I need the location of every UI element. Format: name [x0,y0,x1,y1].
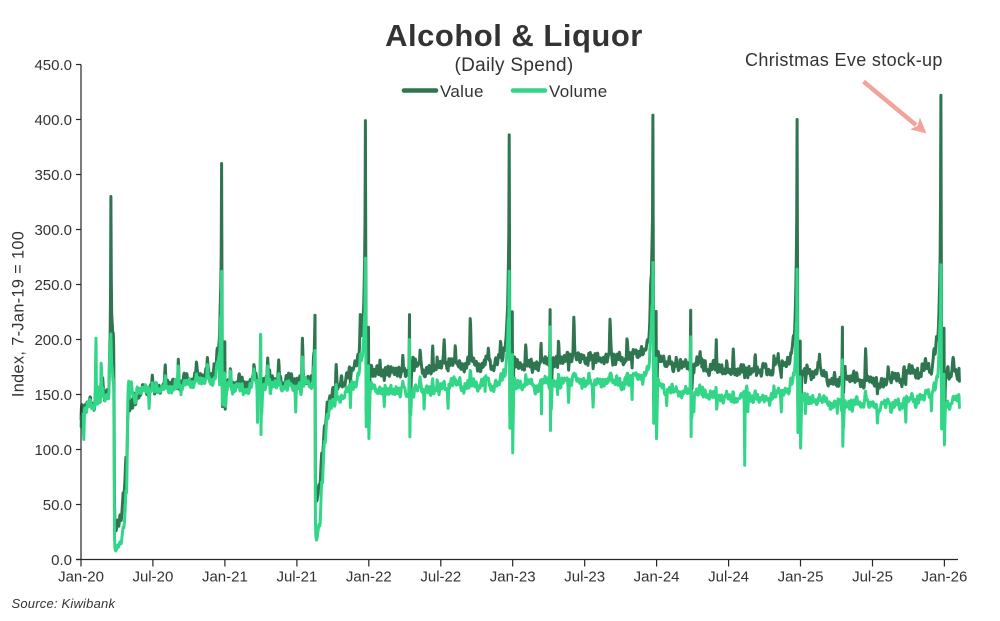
svg-text:Jan-25: Jan-25 [778,569,824,586]
svg-text:Source: Kiwibank: Source: Kiwibank [12,596,117,611]
svg-text:Jul-23: Jul-23 [564,569,605,586]
svg-text:50.0: 50.0 [43,497,72,514]
svg-text:Jul-25: Jul-25 [852,569,893,586]
svg-text:350.0: 350.0 [34,167,72,184]
svg-text:Index, 7-Jan-19 = 100: Index, 7-Jan-19 = 100 [9,231,27,397]
svg-text:Jul-22: Jul-22 [420,569,461,586]
svg-text:Jul-20: Jul-20 [132,569,173,586]
svg-text:Jan-24: Jan-24 [634,569,680,586]
svg-text:Jan-21: Jan-21 [202,569,248,586]
svg-text:Alcohol & Liquor: Alcohol & Liquor [385,18,643,53]
svg-text:300.0: 300.0 [34,222,72,239]
svg-text:Christmas Eve stock-up: Christmas Eve stock-up [745,50,943,70]
svg-text:Jan-20: Jan-20 [58,569,104,586]
svg-text:Value: Value [440,82,484,101]
svg-text:250.0: 250.0 [34,277,72,294]
svg-text:150.0: 150.0 [34,387,72,404]
svg-text:Jan-26: Jan-26 [921,569,967,586]
svg-text:(Daily Spend): (Daily Spend) [454,55,573,76]
svg-text:Jan-22: Jan-22 [346,569,392,586]
svg-text:100.0: 100.0 [34,442,72,459]
svg-text:0.0: 0.0 [51,552,72,569]
svg-text:Jul-24: Jul-24 [708,569,749,586]
svg-text:200.0: 200.0 [34,332,72,349]
svg-text:Jan-23: Jan-23 [490,569,536,586]
svg-text:Volume: Volume [549,82,608,101]
svg-text:Jul-21: Jul-21 [276,569,317,586]
svg-text:450.0: 450.0 [34,57,72,74]
svg-text:400.0: 400.0 [34,112,72,129]
